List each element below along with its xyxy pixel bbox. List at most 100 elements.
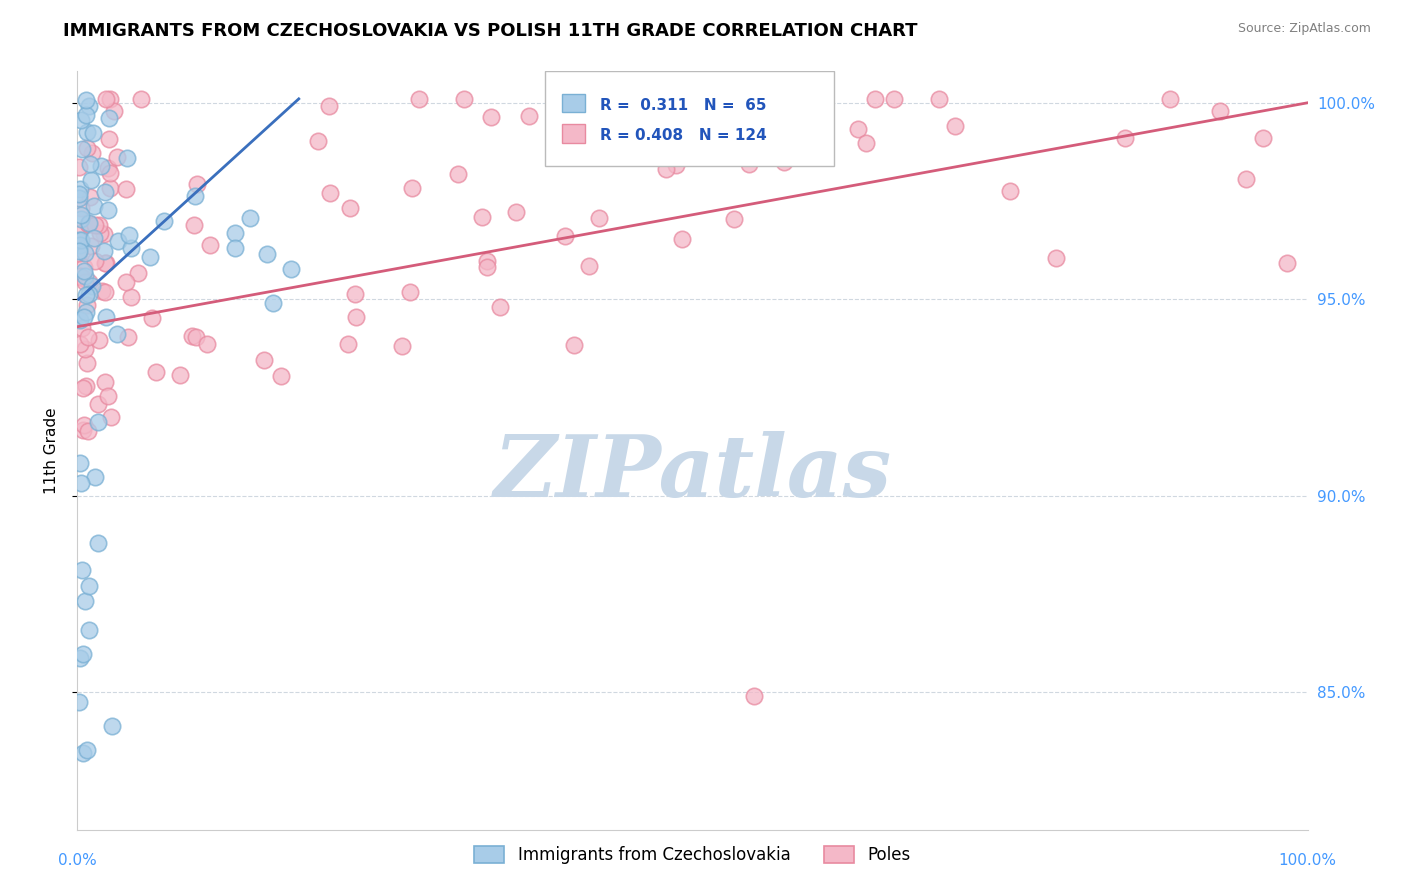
Point [70, 475, 93, 490]
Point [83, 470, 105, 484]
FancyBboxPatch shape [562, 95, 585, 112]
Point [198, 238, 221, 252]
Point [101, 719, 124, 733]
FancyBboxPatch shape [546, 71, 834, 166]
Point [453, 92, 475, 106]
Point [169, 368, 191, 382]
Point [578, 259, 600, 273]
Point [738, 157, 761, 171]
Point [73, 264, 96, 278]
Text: Source: ZipAtlas.com: Source: ZipAtlas.com [1237, 22, 1371, 36]
Point [655, 162, 678, 177]
Point [96, 310, 118, 324]
Point [773, 120, 796, 135]
Point [337, 337, 360, 351]
Point [120, 241, 142, 255]
Point [80, 146, 103, 161]
Point [75, 275, 97, 289]
Point [67, 191, 90, 205]
Point [928, 92, 950, 106]
Point [70, 233, 93, 247]
Point [280, 262, 302, 277]
Point [76, 330, 98, 344]
Point [82, 127, 104, 141]
Point [1045, 252, 1067, 266]
Point [67, 233, 90, 247]
Point [554, 229, 576, 244]
Point [343, 286, 366, 301]
Point [79, 190, 101, 204]
Point [846, 122, 869, 136]
Legend: Immigrants from Czechoslovakia, Poles: Immigrants from Czechoslovakia, Poles [468, 839, 917, 871]
Point [477, 260, 499, 274]
Point [114, 275, 136, 289]
Point [72, 423, 94, 437]
Point [1275, 255, 1298, 269]
Point [401, 181, 423, 195]
Point [76, 141, 98, 155]
FancyBboxPatch shape [562, 124, 585, 143]
Point [67, 246, 90, 260]
Point [72, 321, 94, 335]
Point [105, 150, 128, 164]
Point [77, 286, 100, 301]
Text: R =  0.311   N =  65: R = 0.311 N = 65 [600, 98, 766, 113]
Point [100, 409, 122, 424]
Point [87, 536, 110, 550]
Point [77, 623, 100, 637]
Point [1253, 131, 1275, 145]
Point [1114, 130, 1136, 145]
Point [75, 343, 97, 357]
Point [863, 92, 886, 106]
Point [89, 226, 111, 240]
Point [184, 329, 207, 343]
Point [195, 337, 218, 351]
Point [153, 214, 176, 228]
Point [76, 355, 98, 369]
Point [77, 275, 100, 289]
Point [98, 92, 121, 106]
Point [318, 99, 340, 113]
Point [98, 131, 121, 145]
Point [115, 151, 138, 165]
Point [711, 108, 734, 122]
Point [67, 227, 90, 241]
Point [94, 256, 117, 270]
Point [80, 238, 103, 252]
Point [73, 418, 96, 433]
Point [224, 241, 246, 255]
Point [773, 154, 796, 169]
Point [69, 181, 91, 195]
Point [742, 689, 765, 703]
Point [67, 244, 90, 259]
Point [79, 217, 101, 231]
Point [87, 415, 110, 429]
Point [83, 254, 105, 268]
Point [633, 138, 655, 153]
Point [270, 368, 292, 383]
Point [83, 231, 105, 245]
Point [69, 112, 91, 127]
Point [855, 136, 877, 150]
Point [105, 327, 128, 342]
Point [72, 260, 94, 274]
Point [89, 333, 111, 347]
Point [98, 166, 121, 180]
Point [76, 287, 98, 301]
Point [339, 201, 361, 215]
Point [76, 743, 98, 757]
Point [253, 353, 276, 368]
Point [76, 125, 98, 139]
Point [107, 234, 129, 248]
Point [655, 100, 678, 114]
Point [408, 92, 430, 106]
Point [73, 310, 96, 325]
Point [70, 142, 93, 156]
Point [589, 141, 612, 155]
Point [93, 185, 115, 199]
Text: 0.0%: 0.0% [58, 853, 97, 868]
Point [80, 172, 103, 186]
Point [94, 92, 117, 106]
Point [69, 268, 91, 283]
Point [73, 594, 96, 608]
